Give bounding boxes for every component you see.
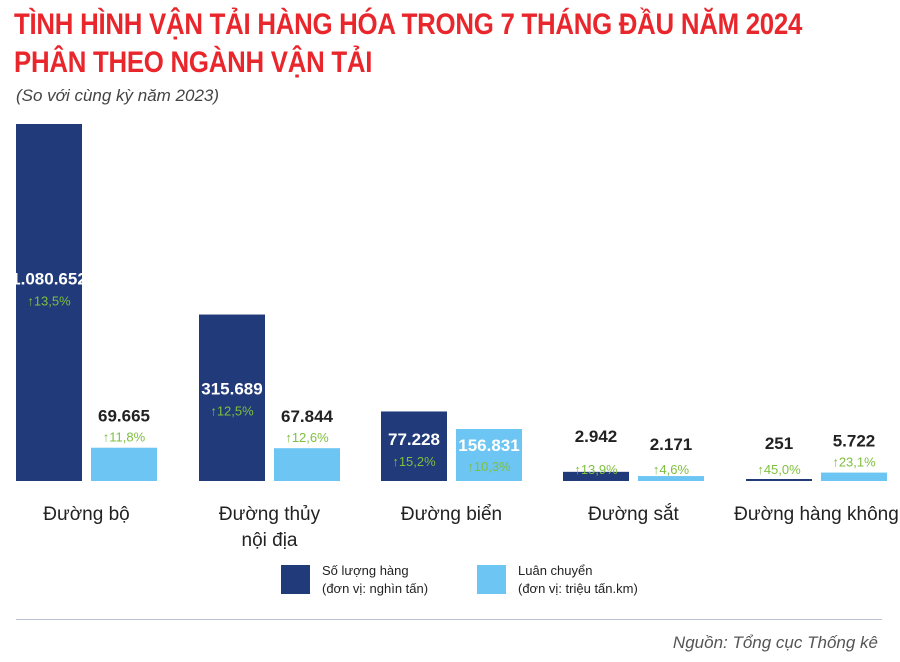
legend-swatch-transport	[477, 565, 506, 594]
bar-quantity-2	[381, 411, 447, 481]
category-label-3: Đường sắt	[588, 503, 679, 525]
bar-transport-1	[274, 448, 340, 481]
category-label-1: Đường thủy	[219, 504, 321, 525]
legend-unit-quantity: (đơn vị: nghìn tấn)	[322, 581, 429, 596]
value-label-quantity-0: 1.080.652	[11, 270, 87, 289]
growth-label-quantity-3: ↑13,9%	[574, 462, 618, 477]
growth-label-quantity-4: ↑45,0%	[757, 462, 801, 477]
growth-label-quantity-2: ↑15,2%	[392, 454, 436, 469]
bar-transport-3	[638, 476, 704, 481]
bar-transport-4	[821, 472, 887, 481]
growth-label-transport-2: ↑10,3%	[467, 459, 511, 474]
growth-label-transport-4: ↑23,1%	[832, 455, 876, 470]
value-label-quantity-3: 2.942	[575, 427, 618, 446]
growth-label-quantity-0: ↑13,5%	[27, 294, 71, 309]
bar-quantity-0	[16, 124, 82, 481]
bar-chart: 1.080.652 ↑13,5% 69.665 ↑11,8% Đường bộ 315.6…	[11, 124, 899, 551]
growth-label-quantity-1: ↑12,5%	[210, 403, 254, 418]
source-note: Nguồn: Tổng cục Thống kê	[672, 633, 878, 652]
value-label-transport-0: 69.665	[98, 407, 150, 426]
category-label-1-line-1: nội địa	[242, 530, 298, 551]
value-label-quantity-4: 251	[765, 434, 793, 453]
bar-transport-2	[456, 429, 522, 481]
legend-label-quantity: Số lượng hàng	[322, 563, 409, 578]
value-label-transport-3: 2.171	[650, 435, 693, 454]
value-label-transport-1: 67.844	[281, 407, 334, 426]
title-line-2: PHÂN THEO NGÀNH VẬN TẢI	[14, 46, 373, 79]
bar-quantity-3	[563, 471, 629, 481]
title-line-1: TÌNH HÌNH VẬN TẢI HÀNG HÓA TRONG 7 THÁNG…	[14, 8, 803, 41]
value-label-quantity-2: 77.228	[388, 430, 440, 449]
category-label-4: Đường hàng không	[734, 504, 899, 525]
growth-label-transport-0: ↑11,8%	[103, 430, 146, 445]
value-label-transport-2: 156.831	[458, 436, 519, 455]
footer-divider	[16, 619, 882, 620]
legend-swatch-quantity	[281, 565, 310, 594]
value-label-transport-4: 5.722	[833, 432, 876, 451]
bar-quantity-1	[199, 314, 265, 481]
bar-quantity-4	[746, 479, 812, 481]
category-label-0: Đường bộ	[43, 504, 129, 525]
growth-label-transport-1: ↑12,6%	[285, 430, 329, 445]
category-label-2: Đường biển	[401, 504, 502, 525]
growth-label-transport-3: ↑4,6%	[653, 462, 690, 477]
legend-unit-transport: (đơn vị: triệu tấn.km)	[518, 581, 638, 596]
bar-transport-0	[91, 447, 157, 481]
legend-label-transport: Luân chuyển	[518, 563, 593, 578]
chart-title: TÌNH HÌNH VẬN TẢI HÀNG HÓA TRONG 7 THÁNG…	[14, 6, 802, 82]
value-label-quantity-1: 315.689	[201, 379, 262, 398]
chart-subtitle: (So với cùng kỳ năm 2023)	[16, 86, 220, 105]
